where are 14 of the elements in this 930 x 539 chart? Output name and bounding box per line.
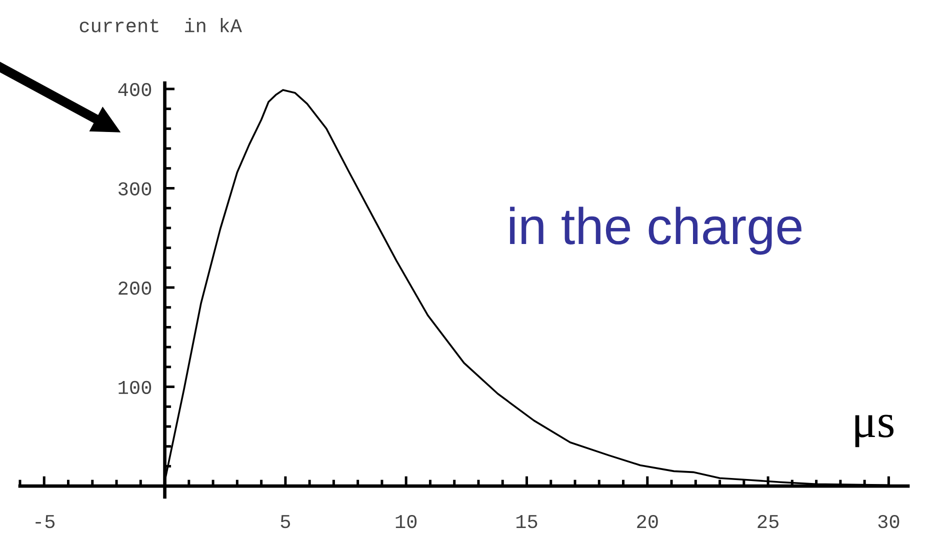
y-tick-label: 300	[118, 182, 152, 196]
x-tick-label: 15	[516, 515, 538, 528]
x-tick-label: 5	[280, 515, 290, 528]
y-tick-label: 100	[118, 380, 152, 394]
x-tick-label: 10	[396, 514, 417, 528]
x-axis-title: μs	[855, 414, 894, 448]
x-tick-label: 20	[637, 514, 658, 528]
x-tick-label: -5	[36, 515, 55, 528]
annotation: in the charge	[510, 206, 802, 255]
y-axis-title: current in kA	[80, 18, 242, 32]
y-tick-label: 400	[118, 82, 152, 96]
x-tick-label: 25	[758, 514, 778, 528]
y-tick-label: 200	[118, 282, 152, 295]
x-tick-label: 30	[878, 514, 900, 528]
